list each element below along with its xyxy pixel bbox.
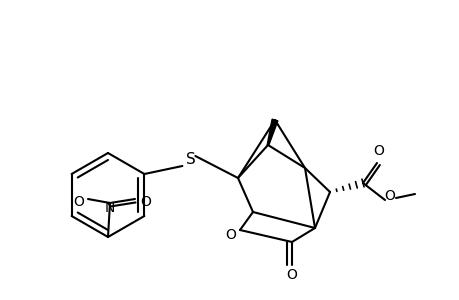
Text: O: O — [286, 268, 297, 282]
Text: O: O — [384, 189, 395, 203]
Text: N: N — [105, 201, 115, 215]
Polygon shape — [267, 119, 277, 145]
Text: O: O — [225, 228, 236, 242]
Text: O: O — [373, 144, 384, 158]
Text: O: O — [140, 195, 151, 209]
Text: S: S — [186, 152, 196, 166]
Text: O: O — [73, 195, 84, 209]
